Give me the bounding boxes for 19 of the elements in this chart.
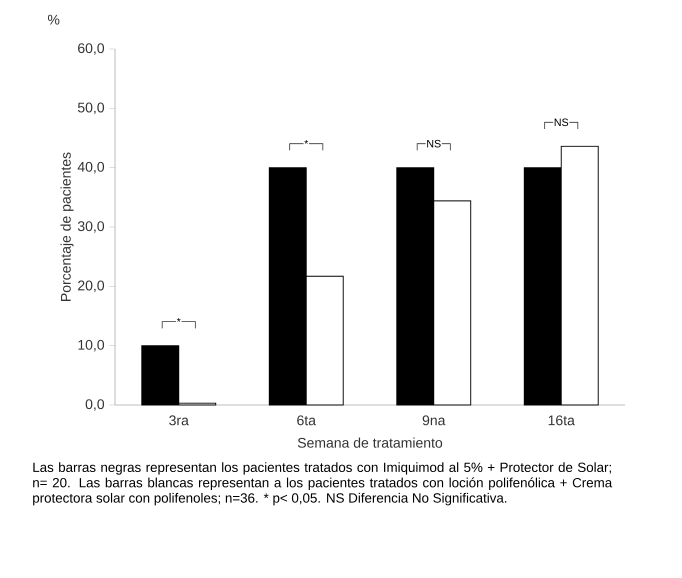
x-axis-title: Semana de tratamiento [298,437,442,448]
annotation: NS [427,140,441,148]
text: Las barras negras representan los pacientes tratados con Imiquimod al 5% + Protector de Solar; n= 20. Las barras blancas representan a los pacientes tratados con loción polifenólica + Crema protectora solar con polifenoles; n=36. * p< 0,05. NS Diferencia No Significativa. [33,462,612,506]
y-tick-label: 40,0 [78,162,104,174]
x-tick-label: 16ta [548,415,575,426]
x-tick-label: 3ra [169,415,189,426]
y-tick-label: 30,0 [78,221,104,233]
y-axis-title: Porcentaje de pacientes [60,152,74,301]
y-tick-label: 50,0 [78,102,104,114]
y-tick-label: 20,0 [78,280,104,292]
y-tick-label: 10,0 [78,340,104,352]
x-tick-label: 9na [422,415,446,426]
annotation: NS [554,118,568,126]
text: % [48,14,60,25]
annotation: * [304,140,308,144]
x-tick-label: 6ta [297,415,316,426]
y-tick-label: 60,0 [78,43,104,55]
y-tick-label: 0,0 [86,399,104,411]
annotation: * [176,318,181,322]
